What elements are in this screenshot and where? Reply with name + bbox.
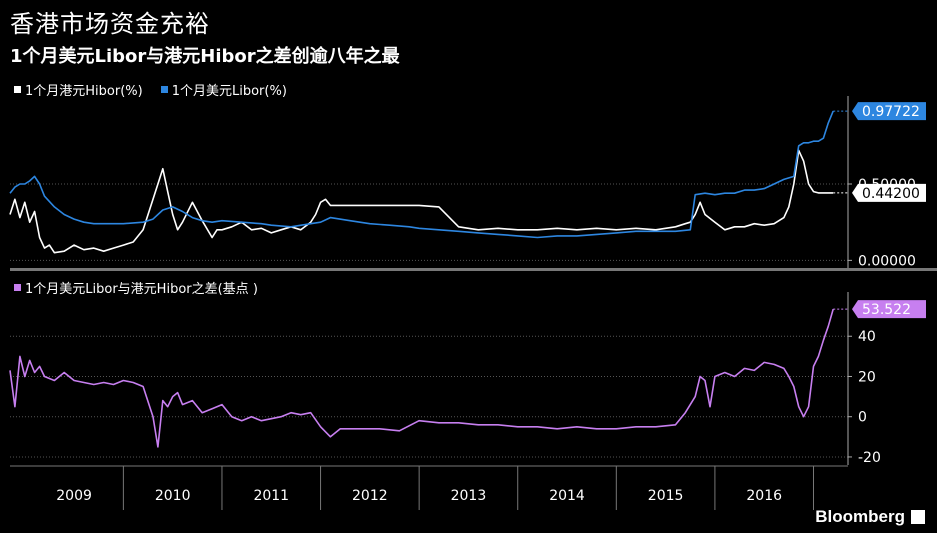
- brand-label: Bloomberg: [815, 507, 905, 526]
- legend-swatch-spread: [14, 284, 21, 291]
- top-last-value-label-1: 0.44200: [862, 186, 920, 202]
- top-ytick-label: 0.00000: [858, 253, 916, 269]
- bottom-ytick-label: 40: [858, 329, 876, 345]
- top-last-value-label-0: 0.97722: [862, 104, 920, 120]
- top-last-value-tag-0: [852, 102, 926, 121]
- top-series-line-0: [9, 149, 834, 254]
- top-series-line-1: [9, 110, 834, 239]
- panel-separator: [10, 268, 937, 271]
- bottom-ytick-label: 20: [858, 369, 876, 385]
- x-tick-label: 2016: [746, 488, 782, 504]
- legend-label-spread: 1个月美元Libor与港元Hibor之差(基点 ): [25, 282, 258, 297]
- legend-item-hibor: 1个月港元Hibor(%): [14, 80, 143, 99]
- bottom-last-value-label-0: 53.522: [862, 302, 911, 318]
- legend-label-libor: 1个月美元Libor(%): [171, 84, 287, 99]
- bottom-series-line-0: [9, 308, 834, 448]
- legend-label-hibor: 1个月港元Hibor(%): [25, 84, 143, 99]
- top-last-value-tag-1: [852, 183, 926, 202]
- chart-title: 香港市场资金充裕: [10, 10, 210, 38]
- bottom-ytick-label: 0: [858, 410, 867, 426]
- bottom-last-value-tag-0: [852, 300, 926, 319]
- x-tick-label: 2013: [451, 488, 487, 504]
- brand-logo: Bloomberg: [815, 507, 925, 527]
- legend-item-spread: 1个月美元Libor与港元Hibor之差(基点 ): [14, 278, 258, 297]
- legend-swatch-hibor: [14, 86, 21, 93]
- x-tick-label: 2009: [56, 488, 92, 504]
- top-legend: 1个月港元Hibor(%) 1个月美元Libor(%): [14, 80, 287, 99]
- legend-swatch-libor: [160, 86, 168, 93]
- bloomberg-chart-icon: [911, 510, 925, 524]
- bottom-ytick-label: -20: [858, 450, 881, 466]
- x-tick-label: 2012: [352, 488, 388, 504]
- x-tick-label: 2011: [253, 488, 289, 504]
- x-tick-label: 2015: [648, 488, 684, 504]
- bottom-legend: 1个月美元Libor与港元Hibor之差(基点 ): [14, 278, 258, 297]
- legend-item-libor: 1个月美元Libor(%): [160, 80, 287, 99]
- chart-subtitle: 1个月美元Libor与港元Hibor之差创逾八年之最: [10, 46, 400, 67]
- x-tick-label: 2014: [549, 488, 585, 504]
- x-tick-label: 2010: [155, 488, 191, 504]
